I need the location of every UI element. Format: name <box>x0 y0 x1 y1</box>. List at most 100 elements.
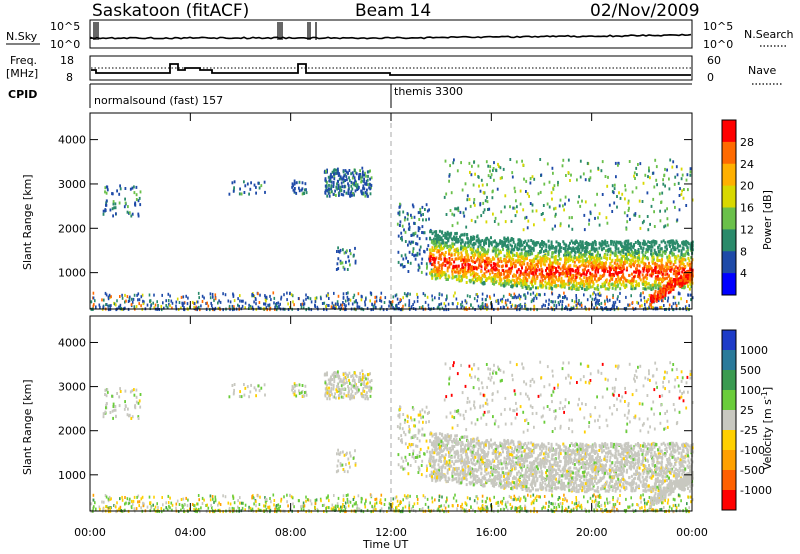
power-cell <box>663 288 666 292</box>
power-cell <box>591 246 594 250</box>
power-cell <box>137 214 140 218</box>
power-cell <box>255 298 257 302</box>
power-cell <box>670 280 673 284</box>
power-cell <box>518 259 521 263</box>
power-cell <box>657 250 660 253</box>
power-cell <box>148 293 151 297</box>
power-cell <box>617 295 619 299</box>
power-cell <box>339 175 342 179</box>
power-cell <box>408 250 411 254</box>
power-cell <box>490 173 493 177</box>
power-cell <box>530 269 533 273</box>
velocity-cell <box>355 510 357 514</box>
power-cell <box>528 194 530 198</box>
power-cell <box>321 302 324 305</box>
power-cell <box>347 255 350 259</box>
power-cell <box>418 218 421 221</box>
power-cell <box>507 237 510 241</box>
power-cell <box>598 262 601 266</box>
power-cell <box>569 308 571 312</box>
power-cell <box>630 261 633 265</box>
velocity-cell <box>445 510 447 514</box>
power-cell <box>465 281 468 284</box>
power-cell <box>257 292 259 296</box>
power-cell <box>481 274 484 278</box>
power-cell <box>553 284 556 288</box>
power-cell <box>522 255 525 259</box>
power-cell <box>667 296 670 300</box>
velocity-cell <box>183 508 185 512</box>
power-cell <box>569 241 571 245</box>
date-title: 02/Nov/2009 <box>590 1 700 21</box>
power-cell <box>548 246 551 250</box>
velocity-cell <box>380 493 383 497</box>
power-cell <box>175 300 178 304</box>
velocity-cell <box>171 503 174 507</box>
power-ytick-label: 1000 <box>58 267 86 280</box>
power-cell <box>246 182 249 186</box>
power-cell <box>329 174 332 178</box>
power-cell <box>331 175 334 179</box>
station-title: Saskatoon (fitACF) <box>92 1 249 21</box>
power-cell <box>687 251 689 255</box>
power-cell <box>350 180 353 184</box>
power-cell <box>588 276 591 279</box>
power-cell <box>547 263 550 267</box>
freq-panel-frame <box>89 55 693 81</box>
power-cell <box>470 173 473 177</box>
power-cell <box>446 261 449 265</box>
power-cell <box>575 294 577 297</box>
power-cell <box>687 284 689 288</box>
power-cell <box>429 230 432 234</box>
power-cell <box>482 210 485 214</box>
power-cell <box>573 287 576 290</box>
power-cell <box>494 216 497 220</box>
velocity-cell <box>648 507 650 511</box>
velocity-cell <box>516 510 518 514</box>
power-cell <box>343 189 346 193</box>
power-cell <box>295 191 298 195</box>
power-cell <box>581 283 584 287</box>
power-cell <box>601 285 604 288</box>
power-cell <box>538 268 541 272</box>
power-cell <box>635 284 638 288</box>
power-cell <box>264 294 266 298</box>
power-cell <box>427 303 430 307</box>
power-cell <box>606 287 608 291</box>
power-cell <box>413 300 416 304</box>
power-cell <box>654 240 657 244</box>
power-cell <box>632 259 635 263</box>
power-cell <box>531 252 534 256</box>
power-cell <box>486 236 489 240</box>
power-cell <box>540 272 543 276</box>
power-cell <box>434 243 437 247</box>
power-cell <box>557 243 560 247</box>
power-cell <box>540 247 543 251</box>
velocity-cell <box>231 506 234 510</box>
power-cell <box>395 303 398 307</box>
power-cell <box>345 175 348 179</box>
power-cell <box>99 305 101 309</box>
power-cell <box>608 282 611 286</box>
power-cell <box>458 274 461 278</box>
power-cell <box>442 234 445 238</box>
power-cell <box>593 277 596 281</box>
power-cell <box>563 280 565 284</box>
power-cell <box>679 266 682 270</box>
power-cell <box>349 252 352 256</box>
power-cell <box>535 268 538 272</box>
power-cell <box>687 188 689 192</box>
power-cell <box>347 171 349 175</box>
velocity-cell <box>505 505 508 509</box>
velocity-cell <box>689 495 692 499</box>
power-cell <box>482 252 485 256</box>
power-cell <box>690 247 693 251</box>
power-cell <box>678 260 681 264</box>
power-cell <box>545 243 548 247</box>
power-cell <box>666 240 669 244</box>
power-cell <box>639 226 642 230</box>
power-cell <box>611 277 614 281</box>
power-cell <box>115 212 117 216</box>
power-cell <box>610 283 613 287</box>
power-cell <box>571 227 574 231</box>
